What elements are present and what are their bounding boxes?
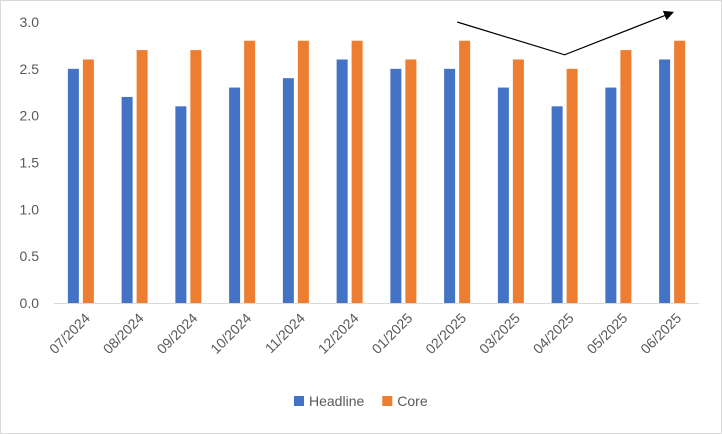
y-tick-label-1: 0.5 [20,248,40,264]
bar-headline-08-2024 [121,96,133,303]
x-tick-label-2: 09/2024 [153,310,200,357]
bar-headline-11-2024 [282,78,294,303]
y-tick-label-6: 3.0 [20,14,40,30]
legend-swatch-core [382,396,393,406]
x-tick-label-8: 03/2025 [476,310,523,357]
x-tick-label-4: 11/2024 [262,310,309,357]
bar-core-03-2025 [512,59,524,303]
legend-label-headline: Headline [309,393,364,409]
bar-core-11-2024 [297,40,309,303]
y-tick-label-4: 2.0 [20,108,40,124]
y-tick-label-2: 1.0 [20,201,40,217]
x-tick-label-9: 04/2025 [530,310,577,357]
x-tick-label-6: 01/2025 [368,310,415,357]
bar-core-05-2025 [620,50,632,303]
bar-core-04-2025 [566,68,578,303]
legend-swatch-headline [294,396,304,406]
bar-core-02-2025 [459,40,471,303]
bar-headline-10-2024 [229,87,241,303]
x-tick-label-3: 10/2024 [207,310,254,357]
bar-core-08-2024 [136,50,148,303]
trend-annotation [456,10,674,56]
bar-core-06-2025 [674,40,686,303]
bar-core-12-2024 [351,40,363,303]
x-tick-label-0: 07/2024 [46,310,93,357]
legend: Headline Core [294,393,428,409]
x-tick-label-1: 08/2024 [100,310,147,357]
bar-core-01-2025 [405,59,417,303]
y-tick-label-3: 1.5 [20,155,40,171]
bar-headline-02-2025 [444,68,456,303]
trend-arrow [456,10,674,56]
bar-headline-05-2025 [605,87,617,303]
bar-core-10-2024 [244,40,256,303]
bar-headline-07-2024 [67,68,79,303]
bar-headline-01-2025 [390,68,402,303]
legend-label-core: Core [397,393,428,409]
x-tick-label-5: 12/2024 [315,310,362,357]
bar-headline-04-2025 [551,106,563,303]
x-tick-label-10: 05/2025 [583,310,630,357]
y-tick-label-5: 2.5 [20,61,40,77]
bar-core-07-2024 [82,59,94,303]
bar-core-09-2024 [190,50,202,303]
x-tick-label-7: 02/2025 [422,310,469,357]
bar-headline-09-2024 [175,106,187,303]
bar-headline-12-2024 [336,59,348,303]
y-axis: 0.0 0.5 1.0 1.5 2.0 2.5 3.0 [20,14,40,311]
y-tick-label-0: 0.0 [20,295,40,311]
bar-headline-03-2025 [497,87,509,303]
bar-headline-06-2025 [659,59,671,303]
x-axis: 07/2024 08/2024 09/2024 10/2024 11/2024 12/20… [46,310,684,357]
x-tick-label-11: 06/2025 [637,310,684,357]
bars [67,40,686,303]
